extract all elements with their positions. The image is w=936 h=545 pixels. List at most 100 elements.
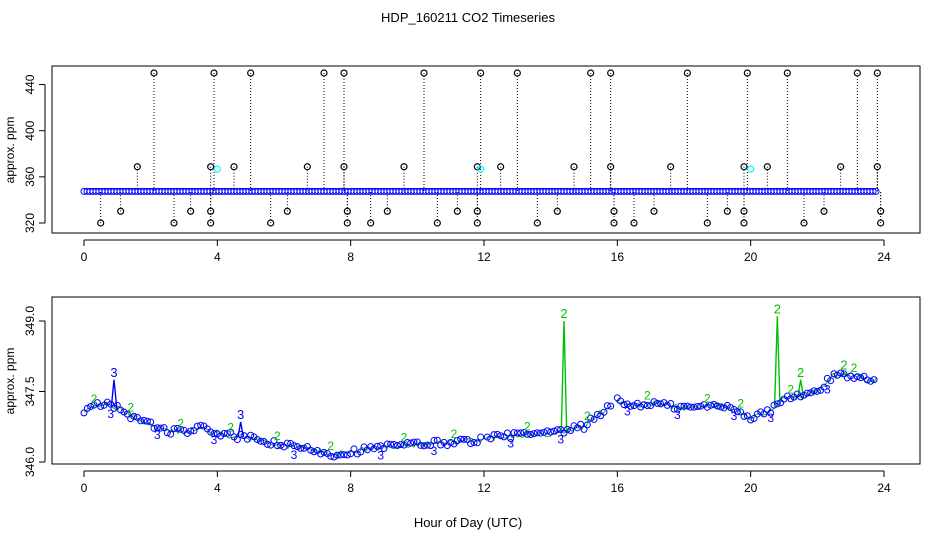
x-tick-label: 12 bbox=[477, 481, 491, 495]
series-3-spike-label: 3 bbox=[110, 365, 117, 380]
x-tick-label: 8 bbox=[347, 481, 354, 495]
series-3-point bbox=[373, 442, 381, 450]
series-3-point bbox=[587, 414, 595, 422]
series-2-spike bbox=[797, 379, 805, 397]
series-3-point bbox=[300, 444, 308, 452]
series-3-point bbox=[867, 377, 875, 385]
series-3-point bbox=[147, 418, 155, 426]
flag-point-high bbox=[783, 69, 791, 77]
x-tick-label: 24 bbox=[877, 250, 891, 264]
series-3-point bbox=[820, 383, 828, 391]
series-2-spike-label: 2 bbox=[840, 358, 847, 373]
series-3-point bbox=[137, 417, 145, 425]
series-2-glyph: 2 bbox=[327, 439, 334, 453]
series-3-point bbox=[150, 424, 158, 432]
flag-point-low bbox=[473, 219, 481, 227]
flag-point-mid bbox=[207, 163, 215, 171]
series-3-glyph: 3 bbox=[211, 433, 218, 447]
series-3-glyph: 3 bbox=[624, 405, 631, 419]
flag-point-high bbox=[683, 69, 691, 77]
baseline-point bbox=[872, 187, 880, 195]
series-3-glyph: 3 bbox=[507, 436, 514, 450]
series-2-spike-label: 2 bbox=[797, 365, 804, 380]
cyan-point bbox=[213, 165, 221, 173]
y-tick-label: 400 bbox=[23, 120, 37, 140]
series-3-glyph: 3 bbox=[107, 407, 114, 421]
series-3-point bbox=[433, 436, 441, 444]
series-3-point bbox=[473, 439, 481, 447]
series-3-point bbox=[350, 445, 358, 453]
series-3-point bbox=[827, 377, 835, 385]
series-3-point bbox=[760, 410, 768, 418]
series-3-point bbox=[487, 435, 495, 443]
flag-point-low bbox=[650, 207, 658, 215]
series-3-point bbox=[583, 421, 591, 429]
x-tick-label: 0 bbox=[81, 481, 88, 495]
series-3-point bbox=[477, 433, 485, 441]
flag-point-low bbox=[533, 219, 541, 227]
series-3-point bbox=[690, 403, 698, 411]
series-3-point bbox=[417, 441, 425, 449]
series-3-point bbox=[207, 428, 215, 436]
series-3-point bbox=[343, 451, 351, 459]
bottom-plot-frame bbox=[51, 296, 921, 465]
series-3-point bbox=[297, 444, 305, 452]
series-3-point bbox=[447, 439, 455, 447]
x-tick-label: 12 bbox=[477, 250, 491, 264]
flag-point-mid bbox=[230, 163, 238, 171]
series-3-glyph: 3 bbox=[674, 408, 681, 422]
series-3-point bbox=[190, 427, 198, 435]
series-3-point bbox=[567, 427, 575, 435]
flag-point-mid bbox=[607, 163, 615, 171]
flag-point-low bbox=[343, 219, 351, 227]
flag-point-low bbox=[820, 207, 828, 215]
series-3-point bbox=[590, 415, 598, 423]
flag-point-low bbox=[117, 207, 125, 215]
flag-point-mid bbox=[873, 163, 881, 171]
series-3-point bbox=[530, 430, 538, 438]
flag-point-low bbox=[267, 219, 275, 227]
series-3-point bbox=[220, 430, 228, 438]
series-3-point bbox=[97, 402, 105, 410]
series-3-point bbox=[187, 427, 195, 435]
series-3-point bbox=[227, 428, 235, 436]
series-3-point bbox=[717, 403, 725, 411]
series-3-point bbox=[267, 441, 275, 449]
series-2-glyph: 2 bbox=[851, 361, 858, 375]
series-3-point bbox=[507, 435, 515, 443]
series-2-glyph: 2 bbox=[644, 389, 651, 403]
series-3-point bbox=[863, 376, 871, 384]
flag-point-low bbox=[433, 219, 441, 227]
series-3-point bbox=[167, 430, 175, 438]
flag-point-low bbox=[800, 219, 808, 227]
series-3-point bbox=[347, 450, 355, 458]
series-3-point bbox=[330, 453, 338, 461]
series-3-glyph: 3 bbox=[154, 428, 161, 442]
baseline-point bbox=[869, 187, 877, 195]
flag-point-high bbox=[607, 69, 615, 77]
series-3-point bbox=[727, 404, 735, 412]
series-2-glyph: 2 bbox=[451, 427, 458, 441]
x-tick-label: 4 bbox=[214, 481, 221, 495]
series-3-point bbox=[743, 412, 751, 420]
series-3-point bbox=[483, 433, 491, 441]
series-3-point bbox=[237, 430, 245, 438]
series-3-glyph: 3 bbox=[767, 411, 774, 425]
flag-point-low bbox=[740, 219, 748, 227]
series-3-point bbox=[490, 431, 498, 439]
series-3-glyph: 3 bbox=[731, 409, 738, 423]
series-3-point bbox=[807, 389, 815, 397]
series-3-point bbox=[537, 429, 545, 437]
series-3-point bbox=[710, 400, 718, 408]
series-3-point bbox=[87, 403, 95, 411]
series-3-point bbox=[277, 441, 285, 449]
series-3-point bbox=[707, 401, 715, 409]
series-3-glyph: 3 bbox=[431, 444, 438, 458]
flag-point-low bbox=[703, 219, 711, 227]
series-3-point bbox=[503, 429, 511, 437]
y-tick-label: 320 bbox=[23, 213, 37, 233]
series-3-point bbox=[577, 420, 585, 428]
series-3-point bbox=[713, 402, 721, 410]
flag-point-high bbox=[587, 69, 595, 77]
x-axis-title: Hour of Day (UTC) bbox=[414, 515, 522, 530]
